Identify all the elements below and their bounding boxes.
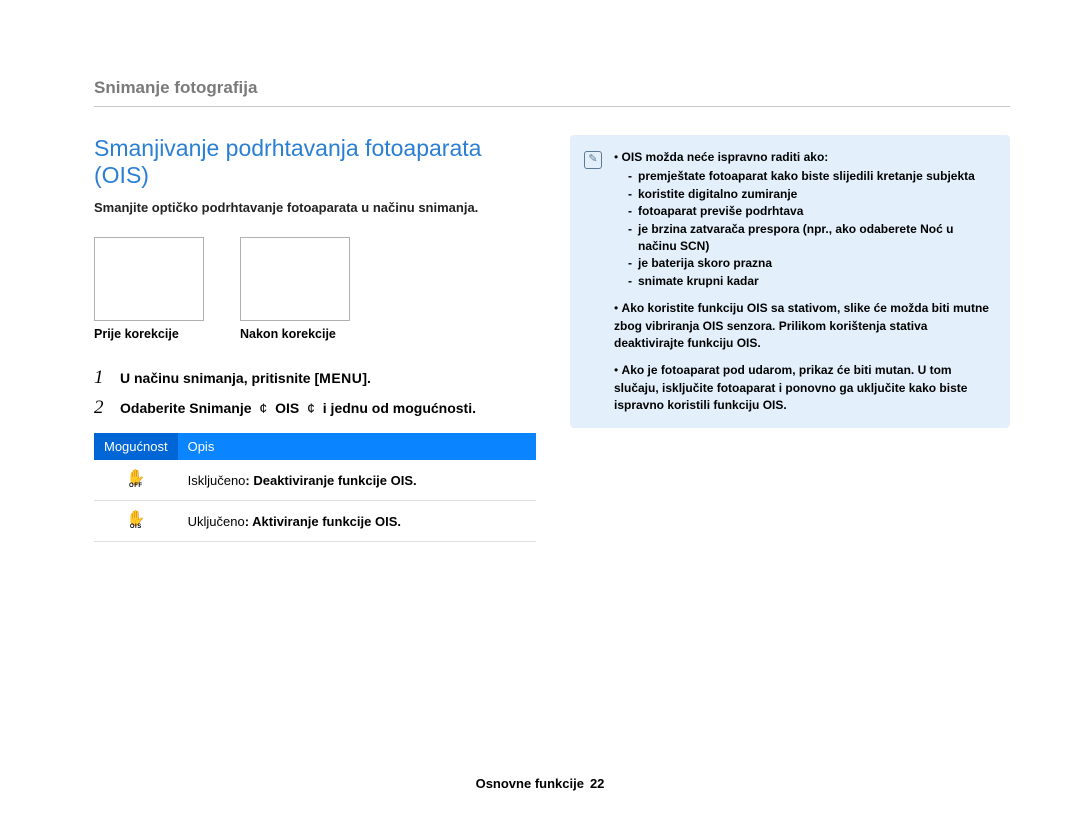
note-item: koristite digitalno zumiranje	[628, 186, 992, 203]
compare-image-after	[240, 237, 350, 321]
footer-label: Osnovne funkcije	[476, 776, 584, 791]
step-2: 2 Odaberite Snimanje ¢ OIS ¢ i jednu od …	[94, 397, 536, 419]
compare-row: Prije korekcije Nakon korekcije	[94, 237, 536, 341]
compare-label-before: Prije korekcije	[94, 327, 204, 341]
page-footer: Osnovne funkcije 22	[0, 776, 1080, 791]
option-desc: : Deaktiviranje funkcije OIS.	[245, 473, 416, 488]
arrow-icon: ¢	[299, 400, 323, 416]
step-text: ].	[362, 370, 371, 386]
ois-off-icon: ✋OFF	[126, 470, 145, 489]
options-table: Mogućnost Opis ✋OFF Isključeno: Deaktivi…	[94, 433, 536, 542]
note-icon: ✎	[584, 151, 602, 169]
table-header-option: Mogućnost	[94, 433, 178, 460]
note-heading: OIS možda neće ispravno raditi ako:	[622, 150, 829, 164]
step-text: OIS	[275, 400, 299, 416]
section-title: Smanjivanje podrhtavanja fotoaparata (OI…	[94, 135, 536, 189]
compare-image-before	[94, 237, 204, 321]
compare-label-after: Nakon korekcije	[240, 327, 350, 341]
note-list: premještate fotoaparat kako biste slijed…	[614, 168, 992, 290]
menu-key-label: MENU	[319, 370, 362, 386]
option-label: Isključeno	[188, 473, 246, 488]
arrow-icon: ¢	[252, 400, 276, 416]
option-desc: : Aktiviranje funkcije OIS.	[245, 514, 401, 529]
table-row: ✋OFF Isključeno: Deaktiviranje funkcije …	[94, 460, 536, 501]
step-text: i jednu od mogućnosti.	[323, 400, 476, 416]
table-row: ✋OIS Uključeno: Aktiviranje funkcije OIS…	[94, 501, 536, 542]
note-box: ✎ • OIS možda neće ispravno raditi ako: …	[570, 135, 1010, 428]
note-item: snimate krupni kadar	[628, 273, 992, 290]
note-item: je baterija skoro prazna	[628, 255, 992, 272]
note-item: je brzina zatvarača prespora (npr., ako …	[628, 221, 992, 256]
step-number: 1	[94, 367, 110, 389]
step-text: Snimanje	[189, 400, 251, 416]
note-paragraph: Ako koristite funkciju OIS sa stativom, …	[614, 301, 989, 350]
note-paragraph: Ako je fotoaparat pod udarom, prikaz će …	[614, 363, 967, 412]
breadcrumb: Snimanje fotografija	[94, 78, 1010, 107]
step-1: 1 U načinu snimanja, pritisnite [MENU].	[94, 367, 536, 389]
page-number: 22	[590, 776, 604, 791]
option-label: Uključeno	[188, 514, 245, 529]
section-subtitle: Smanjite optičko podrhtavanje fotoaparat…	[94, 199, 536, 217]
step-text: Odaberite	[120, 400, 189, 416]
note-item: fotoaparat previše podrhtava	[628, 203, 992, 220]
table-header-description: Opis	[178, 433, 536, 460]
ois-on-icon: ✋OIS	[126, 511, 145, 530]
note-item: premještate fotoaparat kako biste slijed…	[628, 168, 992, 185]
step-number: 2	[94, 397, 110, 419]
step-text: U načinu snimanja, pritisnite [	[120, 370, 319, 386]
